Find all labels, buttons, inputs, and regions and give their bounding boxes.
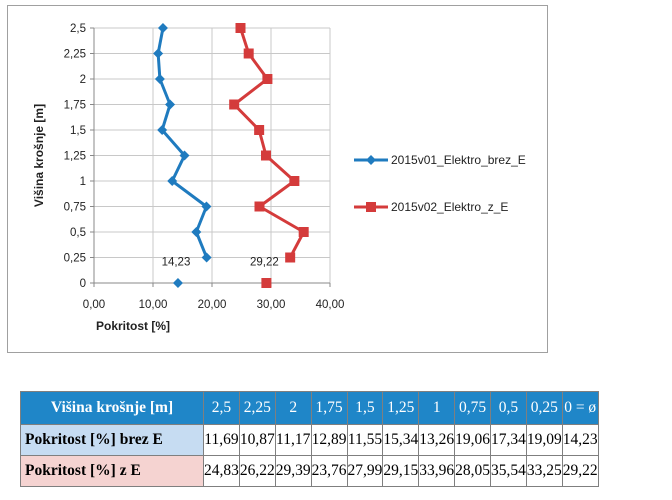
table-cell: 19,09 — [525, 424, 563, 456]
table-cell: 13,26 — [418, 424, 456, 456]
table-cell: 15,34 — [382, 424, 420, 456]
table-header-cell: 0,5 — [490, 391, 527, 425]
data-point — [289, 176, 300, 186]
table-cell: 17,34 — [490, 424, 527, 456]
data-point — [243, 48, 254, 59]
y-tick-label: 1 — [80, 176, 86, 188]
table-header-cell: 2 — [274, 391, 312, 425]
table-header-cell: 1,5 — [346, 391, 384, 425]
y-tick-label: 0,5 — [70, 227, 86, 239]
data-point — [167, 176, 178, 186]
legend-marker — [366, 202, 376, 212]
chart-svg: 0 0,25 0,5 0,75 1 1,25 1,5 1,75 2 2,25 2,5 0,00 10,0… — [32, 23, 526, 333]
table-header-label: Višina krošnje [m] — [20, 391, 204, 425]
table-cell: 11,17 — [274, 424, 312, 456]
table-cell: 29,39 — [274, 455, 312, 487]
series-line — [156, 27, 209, 259]
x-axis-label: Pokritost [%] — [96, 319, 170, 333]
data-point — [262, 74, 273, 84]
table-cell: 33,96 — [418, 455, 456, 487]
legend-label: 2015v02_Elektro_z_E — [391, 200, 508, 214]
y-tick-label: 1,75 — [64, 100, 86, 112]
table-cell: 33,25 — [525, 455, 563, 487]
y-axis-label: Višina krošnje [m] — [32, 104, 46, 207]
data-point — [260, 150, 271, 161]
table-header-cell: 0,25 — [525, 391, 563, 425]
table-header-cell: 0,75 — [454, 391, 491, 425]
series-line — [232, 27, 306, 259]
legend-marker — [366, 155, 376, 165]
table-row: Pokritost [%] brez E 11,69 10,87 11,17 1… — [20, 424, 599, 456]
table-cell: 23,76 — [310, 455, 348, 487]
data-point — [153, 48, 164, 59]
y-tick-label: 2,5 — [70, 23, 86, 35]
table-row: Pokritost [%] z E 24,83 26,22 29,39 23,7… — [20, 455, 599, 487]
legend-label: 2015v01_Elektro_brez_E — [391, 153, 526, 167]
data-point — [191, 227, 202, 237]
table-cell: 24,83 — [203, 455, 240, 487]
table-row-label: Pokritost [%] brez E — [20, 424, 204, 456]
y-tick-label: 0,75 — [64, 202, 86, 214]
data-point — [165, 99, 176, 110]
table-cell: 27,99 — [346, 455, 384, 487]
table-cell: 19,06 — [454, 424, 491, 456]
data-label: 29,22 — [250, 257, 279, 269]
table-cell: 29,22 — [561, 455, 599, 487]
data-label: 14,23 — [162, 257, 191, 269]
data-point — [285, 252, 296, 263]
table-header-row: Višina krošnje [m] 2,5 2,25 2 1,75 1,5 1… — [20, 391, 599, 425]
table-cell: 35,54 — [490, 455, 527, 487]
data-point — [298, 227, 309, 237]
data-point — [157, 23, 168, 33]
y-tick-label: 1,25 — [64, 151, 86, 163]
y-tick-label: 0,25 — [64, 253, 86, 265]
table-header-cell: 1,25 — [382, 391, 420, 425]
table-cell: 11,69 — [203, 424, 240, 456]
data-table: Višina krošnje [m] 2,5 2,25 2 1,75 1,5 1… — [20, 391, 599, 487]
data-point-ground — [172, 278, 183, 288]
table-cell: 29,15 — [382, 455, 420, 487]
data-point — [179, 150, 190, 161]
data-point — [201, 252, 212, 263]
y-tick-label: 2 — [80, 74, 86, 86]
table-header-cell: 0 = ø — [561, 391, 599, 425]
table-header-cell: 1,75 — [310, 391, 348, 425]
x-tick-label: 0,00 — [83, 299, 105, 311]
chart-area: 0 0,25 0,5 0,75 1 1,25 1,5 1,75 2 2,25 2,5 0,00 10,0… — [7, 5, 548, 353]
data-point — [235, 23, 246, 33]
table-cell: 12,89 — [310, 424, 348, 456]
y-tick-label: 1,5 — [70, 125, 86, 137]
data-point — [254, 201, 265, 212]
x-tick-label: 40,00 — [316, 299, 345, 311]
y-tick-label: 2,25 — [64, 49, 86, 61]
data-point — [154, 74, 165, 84]
data-point — [157, 125, 168, 135]
table-header-cell: 1 — [418, 391, 456, 425]
table-row-label: Pokritost [%] z E — [20, 455, 204, 487]
table-cell: 11,55 — [346, 424, 384, 456]
table-header-cell: 2,25 — [238, 391, 276, 425]
table-cell: 10,87 — [238, 424, 276, 456]
data-point — [229, 99, 240, 110]
x-tick-label: 30,00 — [257, 299, 286, 311]
table-cell: 28,05 — [454, 455, 491, 487]
x-tick-label: 10,00 — [139, 299, 168, 311]
x-tick-label: 20,00 — [198, 299, 227, 311]
table-header-cell: 2,5 — [203, 391, 240, 425]
table-cell: 26,22 — [238, 455, 276, 487]
data-point-ground — [261, 278, 272, 288]
y-tick-label: 0 — [80, 278, 86, 290]
data-point — [254, 125, 265, 135]
data-point — [201, 201, 212, 212]
table-cell: 14,23 — [561, 424, 599, 456]
